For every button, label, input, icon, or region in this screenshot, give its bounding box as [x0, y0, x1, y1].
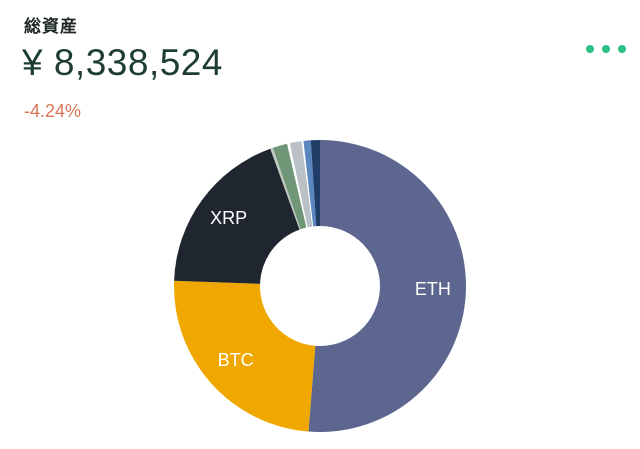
- more-dots-icon: [586, 45, 594, 53]
- slice-minor-8: [303, 140, 317, 227]
- slice-btc: [174, 280, 316, 432]
- slice-label-eth: ETH: [415, 279, 451, 299]
- page-title: 総資産: [24, 17, 78, 37]
- slice-minor-9: [310, 140, 320, 227]
- slice-xrp: [174, 148, 300, 284]
- change-percent: -4.24%: [24, 101, 82, 121]
- slice-label-btc: BTC: [218, 350, 254, 370]
- total-assets-value: ¥ 8,338,524: [22, 42, 223, 83]
- slice-minor-4: [272, 143, 307, 230]
- slice-minor-3: [270, 147, 301, 230]
- slice-minor-7: [301, 140, 314, 227]
- slice-minor-5: [287, 143, 308, 228]
- slice-label-xrp: XRP: [210, 208, 247, 228]
- more-dots-icon: [618, 45, 626, 53]
- slice-eth: [308, 140, 466, 432]
- more-options-button[interactable]: [586, 36, 626, 62]
- slice-minor-6: [289, 141, 313, 228]
- more-dots-icon: [602, 45, 610, 53]
